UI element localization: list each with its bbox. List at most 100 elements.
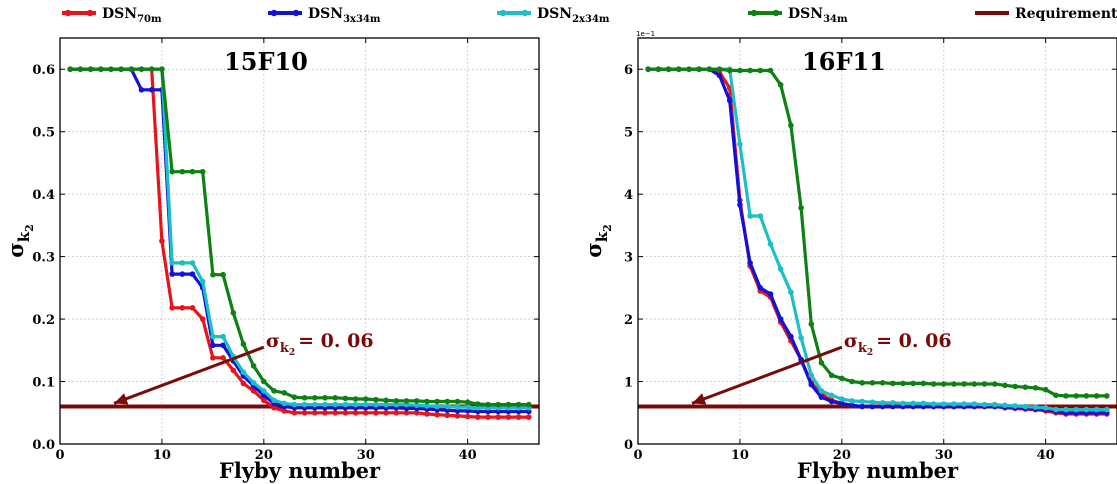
data-point bbox=[373, 410, 379, 416]
data-point bbox=[726, 97, 733, 104]
data-point bbox=[362, 410, 369, 416]
legend: DSN70m DSN3x34m DSN2x34m DSN34m Requirement bbox=[62, 6, 1117, 25]
legend-label-subscript: 2x34m bbox=[572, 14, 610, 25]
legend-marker bbox=[521, 9, 529, 17]
data-point bbox=[515, 414, 522, 420]
legend-marker bbox=[64, 9, 72, 17]
data-point bbox=[342, 401, 349, 408]
legend-label-subscript: 34m bbox=[823, 14, 848, 25]
data-point bbox=[665, 66, 672, 72]
data-point bbox=[250, 388, 257, 394]
data-point bbox=[281, 408, 288, 414]
data-point bbox=[798, 205, 804, 211]
data-point bbox=[148, 66, 155, 72]
data-point bbox=[312, 401, 318, 408]
data-point bbox=[373, 401, 379, 408]
data-point bbox=[352, 410, 359, 416]
data-point bbox=[828, 372, 835, 379]
data-point bbox=[940, 381, 947, 387]
data-point bbox=[291, 410, 298, 416]
data-point bbox=[1063, 406, 1069, 413]
data-point bbox=[951, 401, 957, 407]
data-point bbox=[1053, 392, 1059, 399]
data-point bbox=[464, 413, 471, 420]
x-tick-label: 30 bbox=[357, 448, 375, 463]
data-point bbox=[352, 396, 359, 402]
data-point bbox=[859, 398, 865, 405]
data-point bbox=[312, 395, 318, 401]
y-tick-label: 1 bbox=[624, 376, 633, 391]
data-point bbox=[505, 414, 512, 420]
data-point bbox=[515, 401, 522, 408]
legend-label-base: DSN bbox=[102, 6, 137, 22]
y-axis-label: σk2 bbox=[581, 224, 614, 258]
data-point bbox=[230, 367, 237, 374]
data-point bbox=[879, 380, 886, 386]
legend-marker bbox=[292, 9, 300, 17]
data-point bbox=[118, 66, 124, 72]
data-point bbox=[767, 67, 774, 74]
x-tick-label: 0 bbox=[55, 448, 64, 463]
data-point bbox=[138, 66, 145, 72]
data-point bbox=[991, 381, 998, 387]
data-point bbox=[291, 401, 298, 408]
panel-16F11: σk2= 0. 06 0 10 20 30 40 0 1 2 3 4 5 6 1e−1 16F11 Flyby… bbox=[581, 30, 1117, 483]
data-point bbox=[210, 342, 216, 349]
series-line bbox=[648, 67, 1107, 398]
data-point bbox=[383, 397, 389, 404]
data-point bbox=[828, 392, 835, 399]
data-point bbox=[757, 285, 764, 291]
data-point bbox=[250, 363, 257, 369]
y-tick-label: 6 bbox=[624, 63, 633, 78]
data-point bbox=[1012, 403, 1018, 409]
y-tick-label: 0.0 bbox=[32, 438, 55, 453]
data-point bbox=[424, 411, 430, 417]
data-point bbox=[1032, 385, 1039, 391]
data-point bbox=[210, 333, 216, 340]
data-point bbox=[849, 402, 855, 409]
series-line bbox=[70, 67, 529, 414]
y-tick-label: 5 bbox=[624, 126, 633, 141]
legend-marker bbox=[86, 9, 94, 17]
data-point bbox=[686, 66, 692, 72]
y-tick-label: 0.3 bbox=[32, 251, 55, 266]
data-point bbox=[890, 380, 896, 387]
panel-15F10: σk2= 0. 06 0 10 20 30 40 0.0 0.1 0.2 0.3 0.4 0.5 0.6… bbox=[3, 37, 540, 483]
data-point bbox=[179, 168, 186, 175]
data-point bbox=[1104, 393, 1110, 399]
x-tick-label: 30 bbox=[935, 448, 953, 463]
data-point bbox=[849, 378, 855, 385]
data-point bbox=[220, 271, 226, 278]
data-point bbox=[1053, 406, 1059, 413]
x-tick-label: 40 bbox=[459, 448, 477, 463]
x-tick-label: 40 bbox=[1037, 448, 1055, 463]
data-point bbox=[1032, 404, 1039, 410]
legend-label-base: Requirement bbox=[1015, 6, 1117, 22]
legend-marker bbox=[499, 9, 507, 17]
data-point bbox=[961, 381, 967, 387]
data-point bbox=[240, 341, 247, 347]
data-point bbox=[413, 398, 420, 404]
legend-marker bbox=[772, 9, 780, 17]
data-point bbox=[737, 67, 743, 74]
axes-frame bbox=[637, 37, 1117, 445]
data-point bbox=[189, 271, 196, 277]
y-tick-label: 4 bbox=[624, 188, 633, 203]
data-point bbox=[434, 411, 440, 418]
data-point bbox=[971, 381, 978, 387]
data-point bbox=[301, 395, 308, 401]
data-point bbox=[737, 141, 743, 147]
legend-label: DSN3x34m bbox=[308, 6, 381, 25]
data-point bbox=[526, 414, 532, 420]
data-point bbox=[1022, 384, 1029, 391]
annotation-label: σk2= 0. 06 bbox=[844, 330, 952, 358]
data-point bbox=[788, 122, 794, 129]
data-point bbox=[332, 410, 339, 416]
data-point bbox=[890, 400, 896, 406]
data-point bbox=[828, 398, 835, 405]
data-point bbox=[1083, 406, 1090, 413]
data-point bbox=[210, 355, 216, 361]
data-point bbox=[645, 66, 651, 72]
data-point bbox=[444, 412, 451, 419]
